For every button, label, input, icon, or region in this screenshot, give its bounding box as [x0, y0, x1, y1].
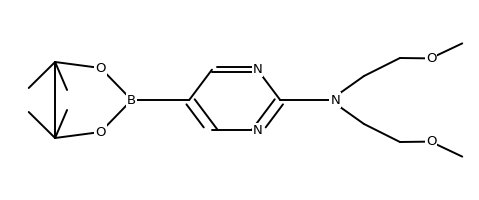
Text: N: N — [331, 94, 340, 106]
Text: O: O — [426, 135, 436, 148]
Text: B: B — [127, 94, 137, 106]
Text: O: O — [95, 62, 106, 74]
Text: N: N — [252, 63, 262, 76]
Text: O: O — [95, 126, 106, 138]
Text: N: N — [252, 124, 262, 137]
Text: O: O — [426, 52, 436, 65]
